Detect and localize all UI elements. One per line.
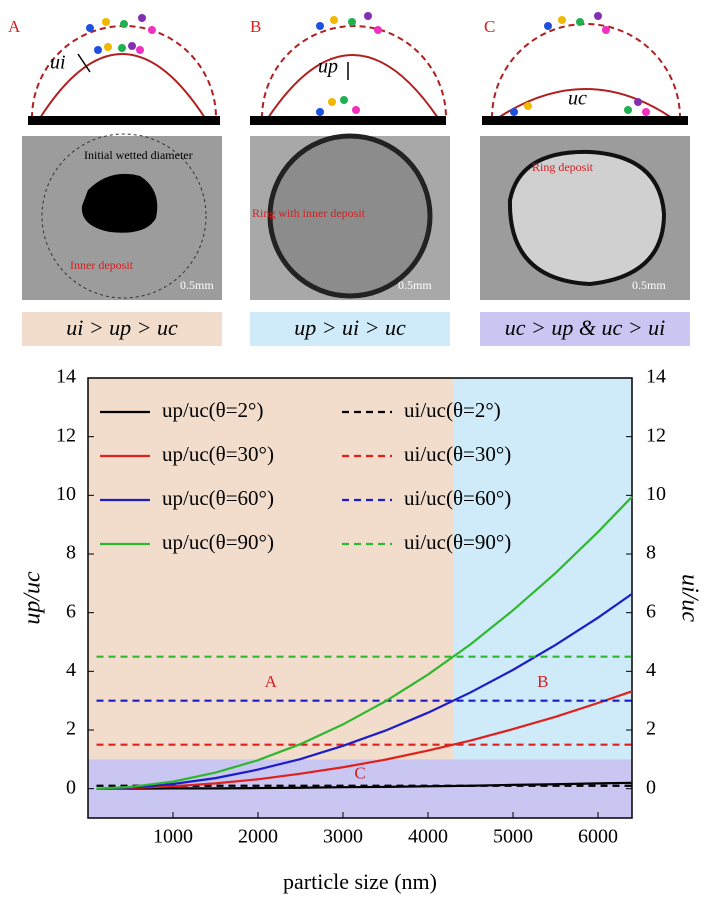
y-tick-label: 12	[56, 424, 76, 446]
chart: A B C 1000 2000 3000 4000 5000 6000 0 2 4 6 8 10 12 14 0 2…	[20, 366, 703, 894]
legend-label: up/uc(θ=2°)	[162, 398, 263, 422]
region-label: B	[537, 672, 548, 691]
region-label: A	[265, 672, 278, 691]
velocity-label: uc	[568, 88, 587, 110]
droplet	[39, 53, 206, 119]
condition: uc > up & uc > ui	[505, 315, 665, 340]
y2-tick-label: 8	[646, 542, 656, 564]
y2-axis-label: ui/uc	[676, 574, 702, 622]
x-tick-label: 6000	[578, 826, 618, 848]
y2-tick-label: 2	[646, 718, 656, 740]
scale-label: 0.5mm	[180, 278, 214, 292]
panel-c: C uc Ring deposit 0.5mm uc > up & uc > u…	[480, 12, 690, 346]
scale-label: 0.5mm	[398, 278, 432, 292]
y-tick-label: 2	[66, 718, 76, 740]
annotation: Initial wetted diameter	[84, 148, 193, 162]
y2-tick-label: 4	[646, 659, 656, 681]
particles	[86, 14, 156, 54]
y2-tick-label: 14	[646, 366, 666, 388]
substrate	[482, 116, 688, 125]
y-tick-label: 4	[66, 659, 76, 681]
series-line	[96, 781, 633, 790]
particles	[510, 12, 650, 116]
droplet	[267, 54, 439, 119]
legend-label: ui/uc(θ=2°)	[404, 398, 501, 422]
y2-tick-label: 6	[646, 600, 656, 622]
region	[88, 378, 454, 760]
series-line	[96, 592, 633, 790]
legend-label: ui/uc(θ=30°)	[404, 442, 511, 466]
x-tick-label: 4000	[408, 826, 448, 848]
x-tick-label: 3000	[323, 826, 363, 848]
ring-deposit	[267, 133, 433, 299]
y-tick-label: 8	[66, 542, 76, 564]
panel-a: A ui Initial wetted diameter Inner depos…	[8, 14, 222, 346]
condition-box	[22, 312, 222, 346]
legend-label: up/uc(θ=60°)	[162, 486, 274, 510]
annotation: Inner deposit	[70, 258, 134, 272]
ring-deposit	[507, 149, 667, 287]
annotation: Ring deposit	[532, 160, 594, 174]
legend-label: up/uc(θ=90°)	[162, 530, 274, 554]
y2-tick-label: 10	[646, 483, 666, 505]
y-axis-label: up/uc	[20, 571, 46, 625]
particles	[316, 12, 382, 116]
series-line	[96, 496, 633, 790]
y-tick-label: 14	[56, 366, 76, 388]
y2-tick-label: 0	[646, 776, 656, 798]
scale-label: 0.5mm	[632, 278, 666, 292]
inner-deposit	[81, 173, 158, 233]
panel-letter: A	[8, 17, 21, 36]
condition-box	[250, 312, 450, 346]
condition-box	[480, 312, 690, 346]
x-tick-label: 5000	[493, 826, 533, 848]
legend-label: ui/uc(θ=90°)	[404, 530, 511, 554]
condition: ui > up > uc	[66, 315, 178, 340]
condition: up > ui > uc	[294, 315, 406, 340]
y-tick-label: 6	[66, 600, 76, 622]
x-tick-label: 1000	[153, 826, 193, 848]
legend-label: up/uc(θ=30°)	[162, 442, 274, 466]
legend-label: ui/uc(θ=60°)	[404, 486, 511, 510]
panel-letter: B	[250, 17, 261, 36]
droplet	[497, 88, 673, 119]
substrate	[28, 116, 220, 125]
region-label: C	[354, 764, 365, 783]
x-axis-label: particle size (nm)	[283, 869, 437, 894]
velocity-label: ui	[50, 52, 66, 74]
wetted-circle	[41, 133, 207, 299]
x-tick-label: 2000	[238, 826, 278, 848]
droplet-outline	[491, 23, 681, 119]
region	[453, 378, 632, 760]
annotation: Ring with inner deposit	[252, 206, 366, 220]
panel-letter: C	[484, 17, 495, 36]
y2-tick-label: 12	[646, 424, 666, 446]
plot-frame	[87, 377, 633, 819]
arrow	[77, 53, 91, 73]
substrate	[250, 116, 446, 125]
droplet-outline	[261, 25, 447, 119]
y-tick-label: 10	[56, 483, 76, 505]
panel-b: B up Ring with inner deposit 0.5mm up > …	[250, 12, 450, 346]
series-line	[96, 690, 633, 790]
velocity-label: up	[318, 56, 338, 78]
y-tick-label: 0	[66, 776, 76, 798]
